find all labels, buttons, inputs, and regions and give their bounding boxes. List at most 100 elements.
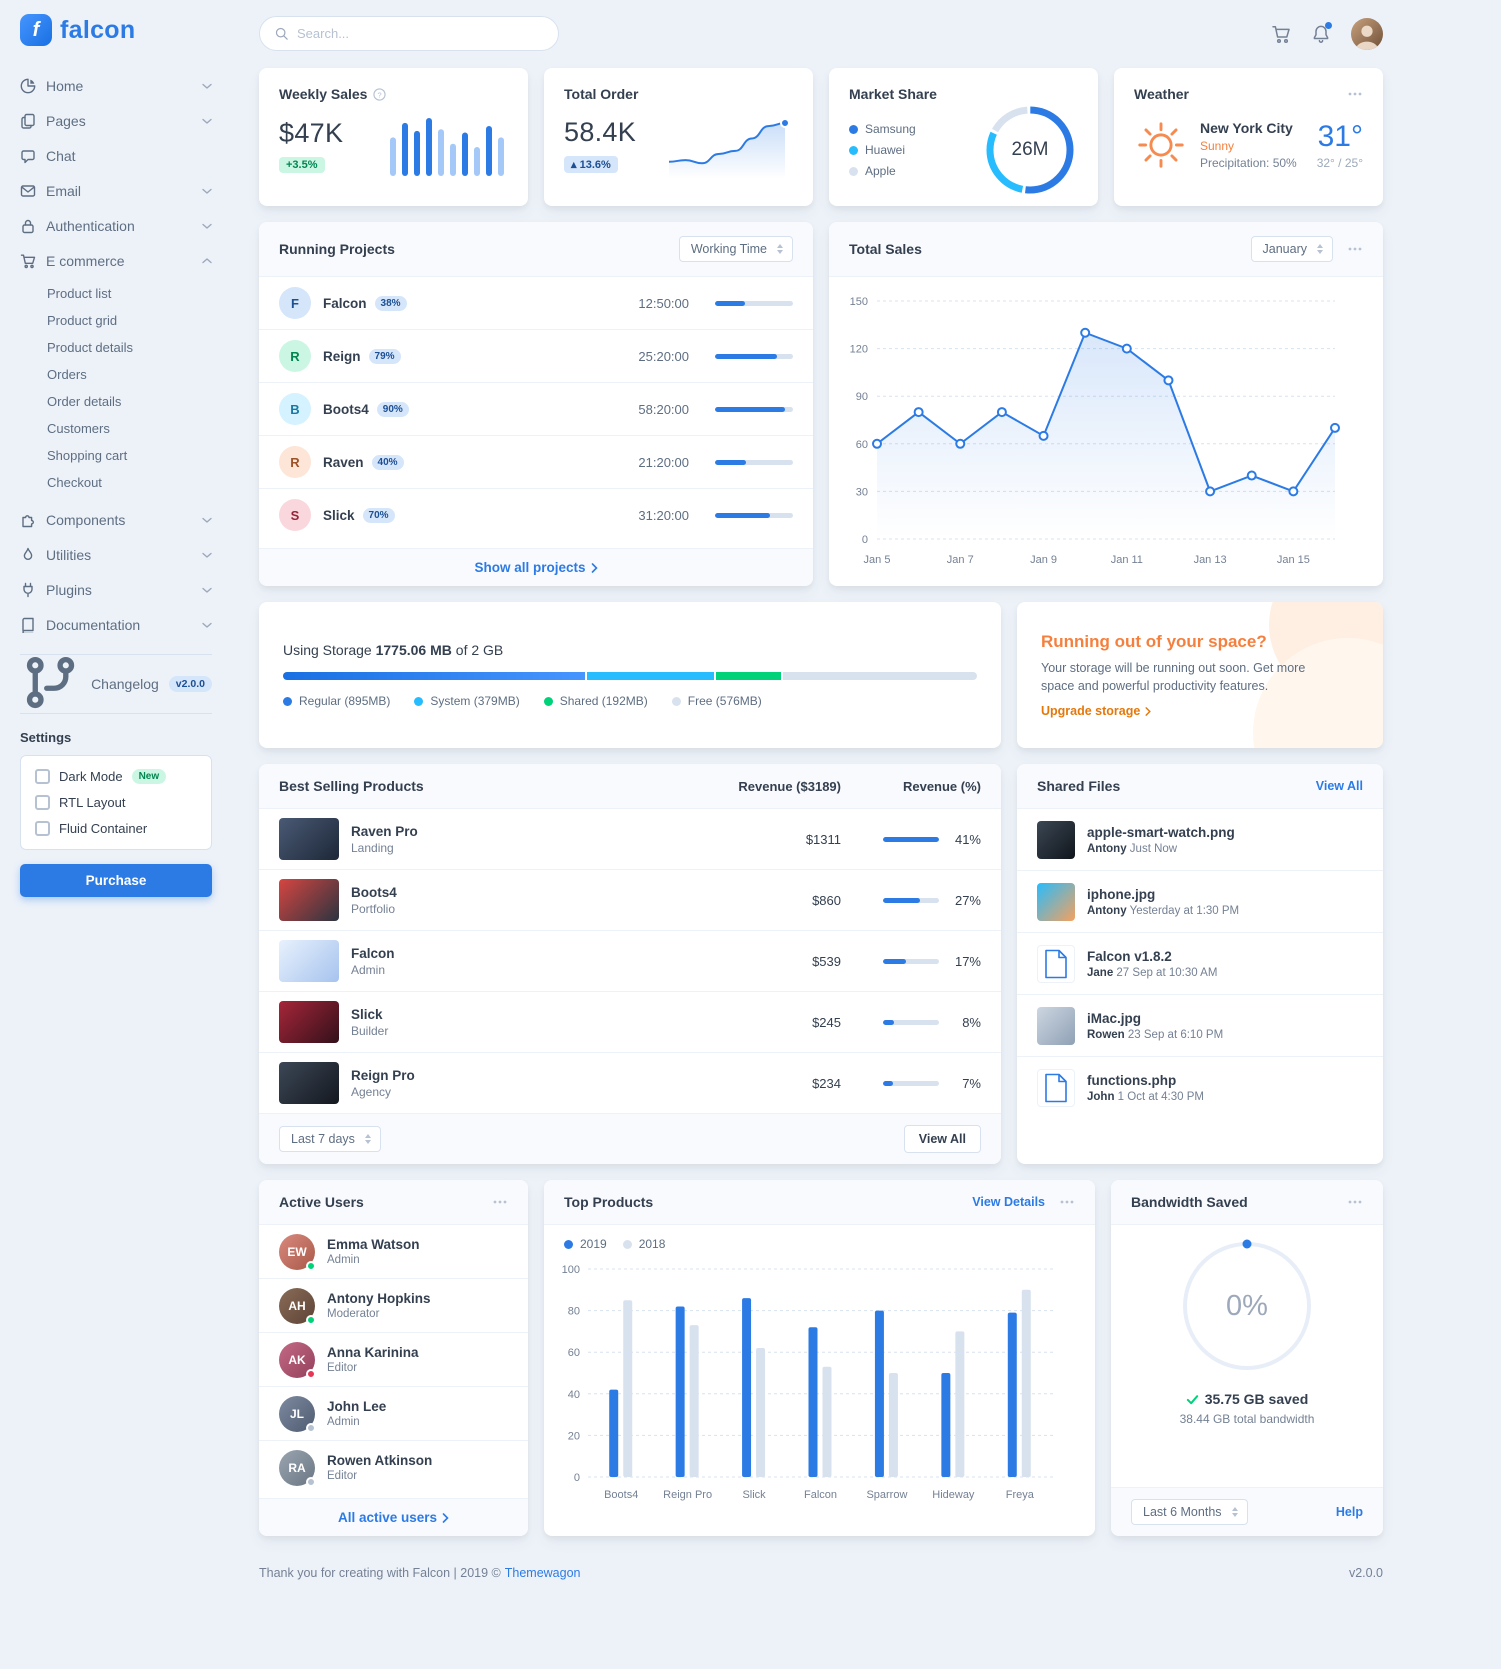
product-row-reign-pro[interactable]: Reign Pro Agency $234 7% <box>259 1052 1001 1113</box>
file-row-functions-php[interactable]: functions.php John 1 Oct at 4:30 PM <box>1017 1056 1383 1118</box>
fire-icon <box>20 547 36 563</box>
ellipsis-menu-icon[interactable] <box>1347 86 1363 102</box>
user-row-antony-hopkins[interactable]: AH Antony Hopkins Moderator <box>259 1278 528 1332</box>
ellipsis-menu-icon[interactable] <box>1059 1194 1075 1210</box>
sidebar-item-utilities[interactable]: Utilities <box>20 537 212 572</box>
user-info: Rowen Atkinson Editor <box>327 1453 432 1482</box>
months-select[interactable]: Last 6 Months <box>1131 1499 1248 1525</box>
project-row-raven[interactable]: R Raven 40% 21:20:00 <box>259 435 813 488</box>
version-badge: v2.0.0 <box>168 676 212 692</box>
weather-card: Weather New York City Sunny Precipitatio… <box>1114 68 1383 206</box>
product-row-boots4[interactable]: Boots4 Portfolio $860 27% <box>259 869 1001 930</box>
brand-logo[interactable]: f falcon <box>20 14 212 46</box>
settings-option-label: Dark Mode <box>59 769 123 784</box>
total-sales-title: Total Sales <box>849 241 922 257</box>
user-avatar[interactable] <box>1351 17 1383 50</box>
sidebar-subitem-product-grid[interactable]: Product grid <box>47 313 118 328</box>
bandwidth-saved: 35.75 GB saved <box>1204 1391 1309 1407</box>
sidebar-item-pages[interactable]: Pages <box>20 103 212 138</box>
running-projects-title: Running Projects <box>279 241 395 257</box>
bell-icon[interactable] <box>1311 21 1332 44</box>
upgrade-storage-link[interactable]: Upgrade storage <box>1041 704 1359 718</box>
project-percent-badge: 40% <box>371 454 404 470</box>
themewagon-link[interactable]: Themewagon <box>504 1566 581 1580</box>
storage-legend: Regular (895MB) System (379MB) Shared (192… <box>283 694 977 708</box>
file-row-falcon-v1-8-2[interactable]: Falcon v1.8.2 Jane 27 Sep at 10:30 AM <box>1017 932 1383 994</box>
sidebar-subitem-shopping-cart[interactable]: Shopping cart <box>47 448 128 463</box>
project-row-boots4[interactable]: B Boots4 90% 58:20:00 <box>259 382 813 435</box>
status-dot <box>306 1314 316 1325</box>
ellipsis-menu-icon[interactable] <box>492 1194 508 1210</box>
settings-option-dark-mode[interactable]: Dark Mode New <box>35 769 197 784</box>
view-all-button[interactable]: View All <box>903 1125 981 1153</box>
sidebar-subitem-orders[interactable]: Orders <box>47 367 87 382</box>
all-active-users-link[interactable]: All active users <box>338 1510 449 1525</box>
info-icon[interactable]: ? <box>373 87 387 101</box>
sidebar-item-plugins[interactable]: Plugins <box>20 572 212 607</box>
stats-row: Weekly Sales ? $47K +3.5% Total Order <box>259 68 1383 206</box>
ellipsis-menu-icon[interactable] <box>1347 1194 1363 1210</box>
sidebar-item-home[interactable]: Home <box>20 68 212 103</box>
file-row-imac-jpg[interactable]: iMac.jpg Rowen 23 Sep at 6:10 PM <box>1017 994 1383 1056</box>
project-row-falcon[interactable]: F Falcon 38% 12:50:00 <box>259 277 813 329</box>
project-time: 12:50:00 <box>638 295 689 311</box>
purchase-button[interactable]: Purchase <box>20 864 212 897</box>
sidebar-subitem-product-details[interactable]: Product details <box>47 340 133 355</box>
sidebar-nav: Home Pages Chat Email Authentication E commer… <box>20 68 212 642</box>
project-name-text: Falcon <box>323 295 367 311</box>
project-percent-badge: 90% <box>376 401 409 417</box>
project-row-slick[interactable]: S Slick 70% 31:20:00 <box>259 488 813 541</box>
book-icon <box>20 617 36 633</box>
search-input[interactable] <box>297 26 543 41</box>
product-row-slick[interactable]: Slick Builder $245 8% <box>259 991 1001 1052</box>
sidebar-item-authentication[interactable]: Authentication <box>20 208 212 243</box>
settings-option-rtl-layout[interactable]: RTL Layout <box>35 795 197 810</box>
running-projects-list: F Falcon 38% 12:50:00 R Reign 79% 25:20:00 B Boot… <box>259 277 813 541</box>
product-row-raven-pro[interactable]: Raven Pro Landing $1311 41% <box>259 809 1001 869</box>
ellipsis-menu-icon[interactable] <box>1347 241 1363 257</box>
user-name: John Lee <box>327 1399 387 1414</box>
sidebar-subitem-product-list[interactable]: Product list <box>47 286 112 301</box>
sidebar-item-documentation[interactable]: Documentation <box>20 607 212 642</box>
checkbox[interactable] <box>35 821 50 836</box>
settings-option-fluid-container[interactable]: Fluid Container <box>35 821 197 836</box>
user-row-john-lee[interactable]: JL John Lee Admin <box>259 1386 528 1440</box>
project-row-reign[interactable]: R Reign 79% 25:20:00 <box>259 329 813 382</box>
user-row-emma-watson[interactable]: EW Emma Watson Admin <box>259 1225 528 1278</box>
market-share-title: Market Share <box>849 86 937 102</box>
weather-title: Weather <box>1134 86 1189 102</box>
working-time-select[interactable]: Working Time <box>678 236 793 262</box>
weekly-sales-chart <box>390 114 508 176</box>
file-row-apple-smart-watch-png[interactable]: apple-smart-watch.png Antony Just Now <box>1017 809 1383 870</box>
product-row-falcon[interactable]: Falcon Admin $539 17% <box>259 930 1001 991</box>
shared-files-view-all-link[interactable]: View All <box>1315 779 1363 793</box>
show-all-projects-link[interactable]: Show all projects <box>474 560 598 575</box>
legend-item-2018[interactable]: 2018 <box>622 1237 665 1251</box>
sidebar-subitem-order-details[interactable]: Order details <box>47 394 122 409</box>
cart-icon[interactable] <box>1271 24 1291 44</box>
help-link[interactable]: Help <box>1335 1505 1363 1519</box>
chevron-right-icon <box>591 562 598 573</box>
total-order-title: Total Order <box>564 86 639 102</box>
projects-sales-row: Running Projects Working Time F Falcon 38%… <box>259 222 1383 586</box>
checkbox[interactable] <box>35 795 50 810</box>
sidebar-item-changelog[interactable]: Changelog v2.0.0 <box>20 656 212 709</box>
file-row-iphone-jpg[interactable]: iphone.jpg Antony Yesterday at 1:30 PM <box>1017 870 1383 932</box>
period-select[interactable]: Last 7 days <box>279 1126 381 1152</box>
checkbox[interactable] <box>35 769 50 784</box>
sidebar-item-chat[interactable]: Chat <box>20 138 212 173</box>
sidebar-item-e-commerce[interactable]: E commerce <box>20 243 212 278</box>
total-sales-card: Total Sales January 0 30 60 90 120 150 Jan 5 Ja… <box>829 222 1383 586</box>
sidebar-subitem-customers[interactable]: Customers <box>47 421 110 436</box>
legend-item-2019[interactable]: 2019 <box>564 1237 607 1251</box>
user-row-anna-karinina[interactable]: AK Anna Karinina Editor <box>259 1332 528 1386</box>
project-avatar: S <box>279 499 311 531</box>
user-info: Anna Karinina Editor <box>327 1345 419 1374</box>
sidebar-subitem-checkout[interactable]: Checkout <box>47 475 102 490</box>
period-select-value: Last 7 days <box>291 1132 355 1146</box>
sidebar-item-email[interactable]: Email <box>20 173 212 208</box>
view-details-link[interactable]: View Details <box>972 1195 1045 1209</box>
sidebar-item-components[interactable]: Components <box>20 502 212 537</box>
month-select[interactable]: January <box>1250 236 1333 262</box>
user-row-rowen-atkinson[interactable]: RA Rowen Atkinson Editor <box>259 1440 528 1494</box>
